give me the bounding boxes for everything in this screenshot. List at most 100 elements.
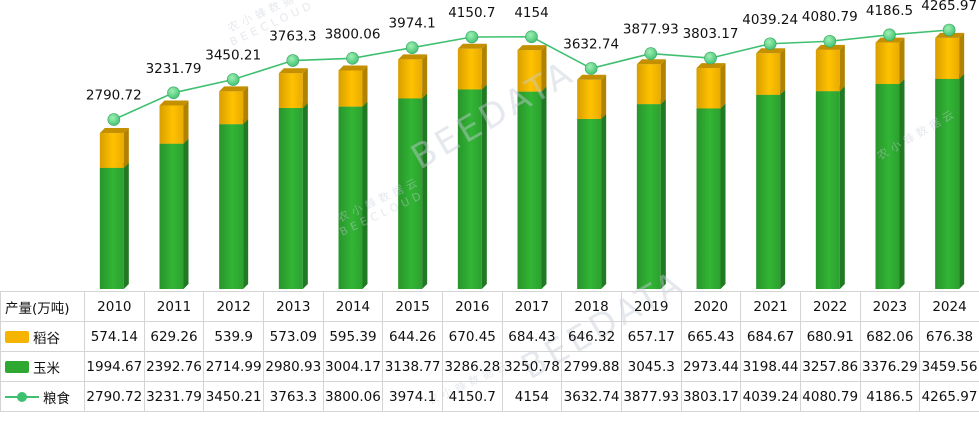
grain-point-2024 (942, 23, 956, 37)
grain-data-label-2023: 4186.5 (866, 3, 913, 19)
legend-swatch (5, 360, 29, 373)
grain-point-2023 (883, 28, 896, 42)
grain-data-label-2014: 3800.06 (325, 26, 381, 42)
grain-point-2010 (107, 113, 121, 126)
bar-rice-2024-front (935, 37, 960, 79)
table-cell: 539.9 (203, 321, 264, 352)
bar-corn-2018-front (577, 119, 602, 289)
bar-rice-2016-side (481, 43, 487, 90)
bar-rice-2010 (99, 128, 129, 168)
table-cell: 680.91 (799, 321, 861, 352)
bar-corn-2023 (875, 79, 905, 290)
bar-rice-2014-side (362, 65, 368, 107)
table-row: 玉米 1994.67 2392.76 2714.99 2980.93 3004.17 313… (0, 351, 979, 382)
bar-rice-2012-side (243, 86, 249, 125)
bar-rice-2017-front (517, 50, 542, 92)
bar-rice-2024 (935, 32, 965, 79)
bar-rice-2018-side (601, 74, 607, 120)
bar-rice-2019-side (660, 59, 666, 105)
bar-rice-2023 (875, 37, 905, 85)
bar-rice-2019-top (636, 59, 666, 65)
bar-rice-2019-front (636, 64, 661, 105)
table-cell: 4150.7 (441, 381, 503, 412)
bar-rice-2023-front (875, 42, 900, 85)
table-year-2012: 2012 (203, 291, 264, 322)
bar-rice-2013-front (278, 73, 303, 109)
grain-point-2022 (823, 34, 837, 48)
table-cell: 573.09 (262, 321, 324, 352)
bar-rice-2015-front (398, 59, 423, 99)
legend-swatch (5, 391, 39, 403)
grain-data-label-2015: 3974.1 (389, 16, 436, 32)
bar-rice-2014-top (338, 65, 368, 71)
bar-corn-2012 (219, 119, 249, 290)
legend-label: 粮食 (43, 390, 70, 407)
bar-rice-2015 (398, 54, 428, 99)
grain-point-2019 (644, 47, 658, 60)
table-cell: 665.43 (680, 321, 742, 352)
bar-corn-2019-front (636, 104, 661, 290)
table-cell: 3286.28 (441, 351, 503, 382)
table-cell: 3004.17 (322, 351, 384, 382)
table-cell: 4039.24 (740, 381, 801, 412)
grain-point-2021 (763, 37, 777, 51)
grain-point-2013 (286, 54, 300, 67)
table-row: 稻谷 574.14 629.26 539.9 573.09 595.39 644.26 670… (0, 321, 979, 352)
bar-rice-2017-top (517, 45, 547, 51)
bar-rice-2018-top (577, 74, 607, 80)
bar-corn-2014-front (338, 106, 363, 289)
data-table: 产量(万吨) 2010 2011 2012 2013 2014 2015 2016 2017 20… (0, 291, 979, 412)
table-cell: 3877.93 (620, 381, 682, 412)
table-cell: 2790.72 (84, 381, 145, 412)
table-cell: 684.67 (740, 321, 801, 352)
bar-corn-2015 (398, 93, 428, 289)
table-cell: 2799.88 (561, 351, 622, 382)
grain-data-label-2024: 4265.97 (921, 0, 977, 14)
table-cell: 3045.3 (620, 351, 682, 382)
table-cell: 3459.56 (919, 351, 979, 382)
grain-data-label-2020: 3803.17 (683, 26, 739, 42)
bar-rice-2020 (696, 63, 726, 109)
bar-rice-2016-top (457, 43, 487, 49)
bar-rice-2016 (457, 43, 487, 90)
bar-rice-2010-side (123, 128, 129, 168)
bar-corn-2022 (815, 86, 845, 289)
bar-corn-2013-front (278, 108, 303, 290)
bar-corn-2020 (696, 103, 726, 289)
bar-rice-2012-front (219, 91, 244, 125)
bar-corn-2017-side (541, 86, 547, 289)
bar-corn-2014-side (362, 101, 368, 289)
grain-data-label-2017: 4154 (514, 5, 548, 21)
table-cell: 3198.44 (740, 351, 801, 382)
table-year-2013: 2013 (262, 291, 324, 322)
table-year-2016: 2016 (441, 291, 503, 322)
bar-rice-2018-front (577, 79, 602, 120)
bar-corn-2016-front (457, 89, 482, 289)
table-cell: 2973.44 (680, 351, 742, 382)
bar-rice-2012-top (219, 86, 249, 92)
table-year-2024: 2024 (919, 291, 979, 322)
bar-rice-2022-front (815, 49, 840, 92)
legend-label: 玉米 (33, 360, 60, 377)
bar-corn-2018 (577, 114, 607, 289)
table-row-label: 玉米 (0, 351, 85, 382)
bar-rice-2021 (756, 48, 786, 95)
table-cell: 3231.79 (143, 381, 205, 412)
grain-data-label-2019: 3877.93 (623, 22, 679, 38)
legend-label: 稻谷 (33, 330, 60, 347)
table-cell: 676.38 (919, 321, 979, 352)
bar-corn-2017-front (517, 91, 542, 289)
table-cell: 657.17 (620, 321, 682, 352)
bar-rice-2022-side (839, 44, 845, 92)
grain-point-2016 (465, 30, 479, 44)
bar-corn-2022-front (815, 91, 840, 289)
bar-rice-2015-side (422, 54, 428, 99)
table-cell: 1994.67 (84, 351, 145, 382)
bar-rice-2020-top (696, 63, 726, 69)
grain-data-label-2021: 4039.24 (742, 12, 798, 28)
grain-data-label-2016: 4150.7 (448, 5, 495, 21)
bar-corn-2013-side (302, 103, 308, 290)
bar-corn-2012-front (219, 124, 244, 290)
table-header-row: 产量(万吨) 2010 2011 2012 2013 2014 2015 2016 2017 20… (0, 291, 979, 322)
bar-corn-2024 (935, 73, 965, 289)
